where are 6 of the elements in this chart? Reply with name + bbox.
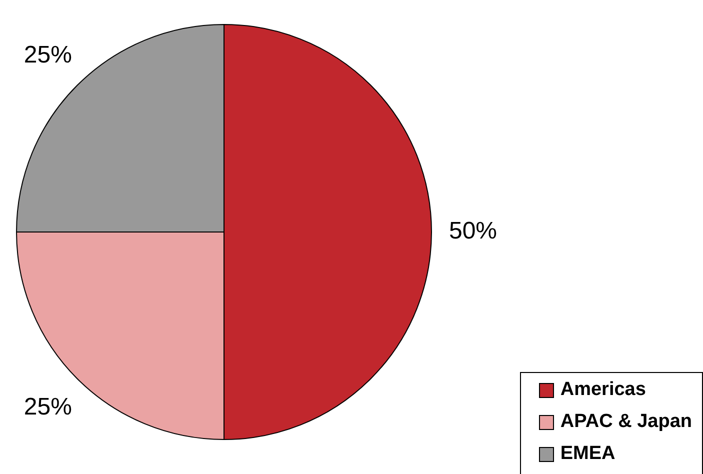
legend-label: Americas xyxy=(560,379,646,401)
data-label: 25% xyxy=(24,394,72,421)
legend-label: APAC & Japan xyxy=(560,411,692,433)
legend-label: EMEA xyxy=(560,443,616,465)
data-label: 25% xyxy=(24,42,72,69)
data-label: 50% xyxy=(448,218,498,245)
